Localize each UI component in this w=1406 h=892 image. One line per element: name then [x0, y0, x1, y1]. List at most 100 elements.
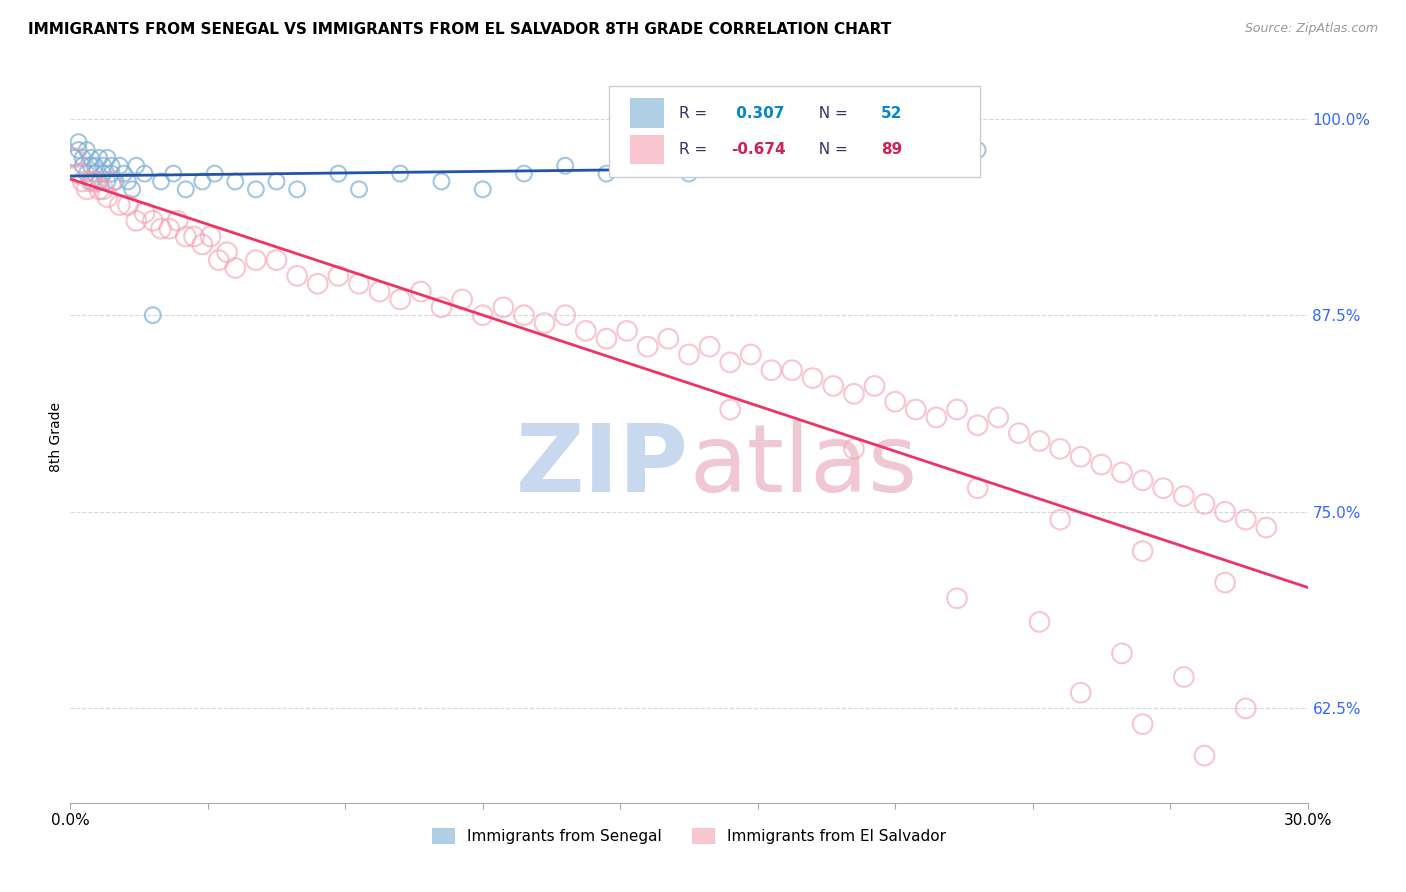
Point [117, 198, 139, 212]
Point [946, 591, 969, 606]
Point [678, 167, 700, 181]
Point [1213, 575, 1236, 590]
Point [718, 402, 741, 417]
Point [84, 159, 107, 173]
Point [1028, 615, 1050, 629]
Point [1173, 489, 1195, 503]
Point [215, 245, 238, 260]
Point [1049, 513, 1071, 527]
Point [946, 402, 969, 417]
Point [96, 190, 118, 204]
Point [637, 159, 659, 173]
Point [150, 174, 173, 188]
Point [125, 214, 148, 228]
Text: atlas: atlas [689, 420, 917, 512]
Point [347, 277, 370, 291]
Point [96, 174, 118, 188]
Point [966, 418, 988, 433]
Point [1194, 748, 1216, 763]
Point [842, 387, 865, 401]
Point [100, 174, 122, 188]
Point [224, 260, 246, 275]
Point [1049, 442, 1071, 456]
Point [89, 182, 111, 196]
Point [63, 151, 86, 165]
Point [125, 159, 148, 173]
Point [761, 363, 783, 377]
Point [904, 402, 927, 417]
Point [1194, 497, 1216, 511]
Point [801, 151, 824, 165]
Point [174, 229, 197, 244]
Point [389, 293, 412, 307]
Point [285, 268, 308, 283]
Point [842, 442, 865, 456]
Point [183, 229, 205, 244]
Text: R =: R = [679, 105, 713, 120]
Point [266, 174, 288, 188]
Point [884, 151, 907, 165]
Y-axis label: 8th Grade: 8th Grade [49, 402, 63, 472]
Point [100, 167, 122, 181]
Point [780, 363, 803, 377]
Point [328, 268, 350, 283]
Point [204, 167, 226, 181]
Point [925, 410, 948, 425]
Point [657, 332, 679, 346]
Point [117, 174, 139, 188]
Point [1132, 544, 1154, 558]
Point [1090, 458, 1112, 472]
Point [89, 174, 111, 188]
Point [104, 174, 127, 188]
Point [208, 253, 231, 268]
Point [72, 174, 94, 188]
Point [1173, 670, 1195, 684]
Point [863, 379, 886, 393]
Point [368, 285, 391, 299]
Point [307, 277, 329, 291]
Point [191, 174, 214, 188]
Point [100, 159, 122, 173]
Text: N =: N = [808, 105, 852, 120]
Point [108, 198, 131, 212]
Point [1111, 646, 1133, 660]
Point [76, 167, 98, 181]
Point [451, 293, 474, 307]
Point [191, 237, 214, 252]
Point [142, 214, 165, 228]
Point [245, 253, 267, 268]
Point [142, 308, 165, 322]
Point [1132, 717, 1154, 731]
Point [718, 151, 741, 165]
Point [987, 410, 1010, 425]
Point [1070, 686, 1092, 700]
Point [471, 308, 494, 322]
Point [966, 481, 988, 495]
Point [67, 135, 90, 149]
Point [121, 182, 143, 196]
FancyBboxPatch shape [630, 98, 664, 128]
Text: IMMIGRANTS FROM SENEGAL VS IMMIGRANTS FROM EL SALVADOR 8TH GRADE CORRELATION CHA: IMMIGRANTS FROM SENEGAL VS IMMIGRANTS FR… [28, 22, 891, 37]
Point [162, 167, 184, 181]
Point [389, 167, 412, 181]
Point [91, 167, 114, 181]
Text: ZIP: ZIP [516, 420, 689, 512]
Point [575, 324, 598, 338]
Point [513, 167, 536, 181]
Point [554, 308, 576, 322]
Point [285, 182, 308, 196]
Point [554, 159, 576, 173]
Point [1152, 481, 1174, 495]
Point [1234, 701, 1257, 715]
Point [72, 151, 94, 165]
Point [174, 182, 197, 196]
Point [595, 332, 617, 346]
Point [884, 394, 907, 409]
Point [80, 174, 103, 188]
Text: N =: N = [808, 142, 852, 157]
Point [823, 379, 845, 393]
Point [96, 151, 118, 165]
Point [471, 182, 494, 196]
Point [533, 316, 555, 330]
Point [166, 214, 188, 228]
